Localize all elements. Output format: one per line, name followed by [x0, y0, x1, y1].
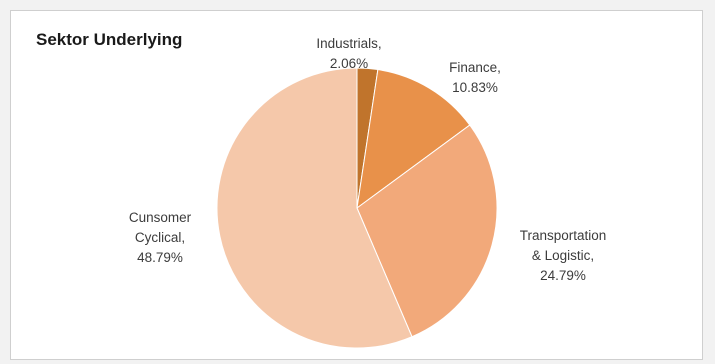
slice-label-transportation-logistic: Transportation & Logistic, 24.79%	[520, 228, 607, 283]
chart-title: Sektor Underlying	[36, 30, 183, 49]
pie-slice-finance	[356, 68, 471, 210]
slice-label-industrials: Industrials, 2.06%	[316, 36, 381, 71]
slice-label-cunsomer-cyclical: Cunsomer Cyclical, 48.79%	[129, 210, 192, 265]
slice-label-finance: Finance, 10.83%	[449, 60, 501, 95]
pie-slice-transportation-logistic	[356, 124, 498, 338]
pie-slice-cunsomer-cyclical	[216, 67, 413, 349]
